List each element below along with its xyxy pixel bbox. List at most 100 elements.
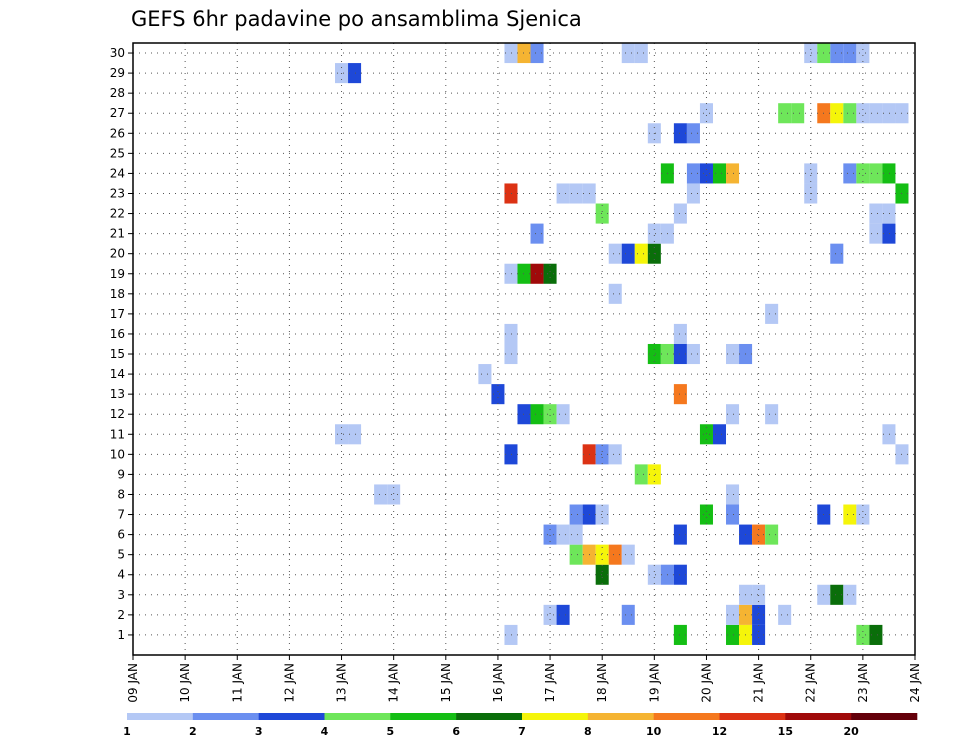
heatmap-cell <box>608 544 622 565</box>
heatmap-cell <box>569 183 583 204</box>
x-tick-label: 15 JAN <box>439 663 453 703</box>
heatmap-cell <box>726 604 740 625</box>
heatmap-cell <box>869 163 883 184</box>
heatmap-cell <box>647 464 661 485</box>
y-tick-label: 30 <box>110 46 125 60</box>
heatmap-cell <box>830 243 844 264</box>
x-tick-label: 09 JAN <box>126 663 140 703</box>
heatmap-cell <box>843 43 857 64</box>
y-tick-label: 14 <box>110 367 125 381</box>
heatmap-cell <box>556 404 570 425</box>
y-tick-label: 26 <box>110 126 125 140</box>
heatmap-cell <box>843 103 857 124</box>
y-tick-label: 27 <box>110 106 125 120</box>
heatmap-cell <box>673 343 687 365</box>
heatmap-cell <box>869 203 883 224</box>
heatmap-cell <box>569 504 583 525</box>
heatmap-cell <box>569 544 583 565</box>
heatmap-cell <box>595 544 609 565</box>
heatmap-cell <box>699 424 713 445</box>
heatmap-cell <box>699 103 713 124</box>
heatmap-cell <box>478 364 492 385</box>
colorbar-swatch <box>785 713 852 720</box>
y-tick-label: 23 <box>110 186 125 200</box>
heatmap-cell <box>856 504 870 525</box>
y-tick-label: 3 <box>117 588 125 602</box>
heatmap-cell <box>530 263 544 284</box>
heatmap-cell <box>856 103 870 124</box>
y-tick-label: 7 <box>117 508 125 522</box>
heatmap-cell <box>856 43 870 64</box>
y-tick-label: 22 <box>110 207 125 221</box>
heatmap-cell <box>830 43 844 64</box>
colorbar: 1 2 3 4 5 6 7 8 10 12 15 20 <box>123 713 918 738</box>
heatmap-cell <box>752 524 766 545</box>
heatmap-cell <box>673 203 687 224</box>
heatmap-cell <box>726 484 740 505</box>
colorbar-label: 20 <box>844 725 860 738</box>
heatmap-cell <box>608 243 622 264</box>
x-tick-label: 24 JAN <box>908 663 922 703</box>
x-tick-label: 12 JAN <box>282 663 296 703</box>
heatmap-cell <box>699 504 713 525</box>
heatmap-cell <box>387 484 401 505</box>
y-tick-label: 17 <box>110 307 125 321</box>
heatmap-cell <box>752 584 766 605</box>
heatmap-cell <box>882 203 896 224</box>
colorbar-label: 12 <box>712 725 727 738</box>
x-axis: 09 JAN 10 JAN 11 JAN 12 JAN 13 JAN 14 JAN 15 J… <box>126 655 922 703</box>
colorbar-swatch <box>522 713 589 720</box>
heatmap-cell <box>595 564 609 585</box>
colorbar-label: 2 <box>189 725 197 738</box>
x-tick-label: 10 JAN <box>178 663 192 703</box>
heatmap-cell <box>686 163 700 184</box>
x-tick-label: 22 JAN <box>804 663 818 703</box>
heatmap-cell <box>530 223 544 244</box>
heatmap-cell <box>869 624 883 645</box>
heatmap-cell <box>647 343 661 365</box>
colorbar-swatch <box>192 713 259 720</box>
y-tick-label: 5 <box>117 548 125 562</box>
colorbar-swatch <box>587 713 654 720</box>
y-tick-label: 6 <box>117 528 125 542</box>
heatmap-cell <box>843 163 857 184</box>
heatmap-cell <box>504 624 518 645</box>
heatmap-cell <box>778 604 792 625</box>
heatmap-cell <box>791 103 805 124</box>
heatmap-cell <box>634 243 648 264</box>
colorbar-label: 6 <box>452 725 460 738</box>
heatmap-cell <box>543 524 557 545</box>
colorbar-swatch <box>851 713 918 720</box>
heatmap-cell <box>804 43 818 64</box>
heatmap-cell <box>595 444 609 465</box>
heatmap-cell <box>765 524 779 545</box>
y-tick-label: 13 <box>110 387 125 401</box>
y-tick-label: 24 <box>110 166 125 180</box>
heatmap-cell <box>765 303 779 324</box>
heatmap-cell <box>699 163 713 184</box>
y-tick-label: 16 <box>110 327 125 341</box>
heatmap-cell <box>569 524 583 545</box>
y-tick-label: 2 <box>117 608 125 622</box>
heatmap-cell <box>830 103 844 124</box>
x-tick-label: 16 JAN <box>491 663 505 703</box>
heatmap-cell <box>621 243 635 264</box>
y-tick-label: 1 <box>117 628 125 642</box>
x-tick-label: 20 JAN <box>699 663 713 703</box>
heatmap-cell <box>686 343 700 365</box>
heatmap-cell <box>647 223 661 244</box>
colorbar-label: 1 <box>123 725 131 738</box>
colorbar-label: 3 <box>255 725 263 738</box>
heatmap-cell <box>673 524 687 545</box>
x-tick-label: 13 JAN <box>335 663 349 703</box>
heatmap-cell <box>673 123 687 144</box>
heatmap-cell <box>621 544 635 565</box>
colorbar-swatch <box>324 713 391 720</box>
heatmap-cell <box>804 163 818 184</box>
colorbar-label: 10 <box>646 725 662 738</box>
x-tick-label: 14 JAN <box>387 663 401 703</box>
heatmap-cell <box>621 43 635 64</box>
heatmap-cell <box>504 444 518 465</box>
heatmap-cell <box>778 103 792 124</box>
